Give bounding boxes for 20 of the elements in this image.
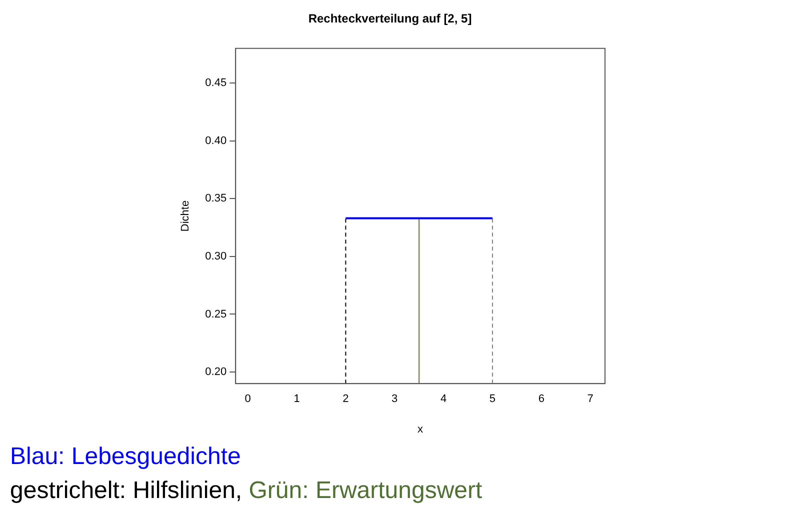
y-tick-label: 0.45 [205, 77, 227, 90]
x-tick-label: 3 [392, 393, 398, 406]
x-tick-label: 4 [440, 393, 447, 406]
text: Grün: Erwartungswert [248, 477, 482, 504]
y-axis-title: Dichte [180, 200, 192, 232]
x-tick-label: 6 [538, 393, 544, 406]
y-tick-label: 0.20 [205, 366, 227, 378]
y-tick-label: 0.25 [205, 308, 227, 320]
x-tick-label: 2 [342, 393, 349, 406]
x-tick-label: 7 [587, 393, 594, 406]
text: Blau: Lebesguedichte [10, 442, 242, 472]
text: gestrichelt: Hilfslinien, [10, 477, 244, 504]
x-tick-label: 0 [244, 393, 251, 406]
y-tick-label: 0.35 [205, 192, 227, 205]
x-tick-label: 5 [489, 393, 496, 406]
chart-title: Rechteckverteilung auf [2, 5] [308, 12, 472, 26]
y-tick-label: 0.30 [205, 250, 227, 262]
y-tick-label: 0.40 [205, 134, 227, 147]
x-axis-title: x [418, 423, 424, 436]
x-tick-label: 1 [294, 393, 300, 406]
